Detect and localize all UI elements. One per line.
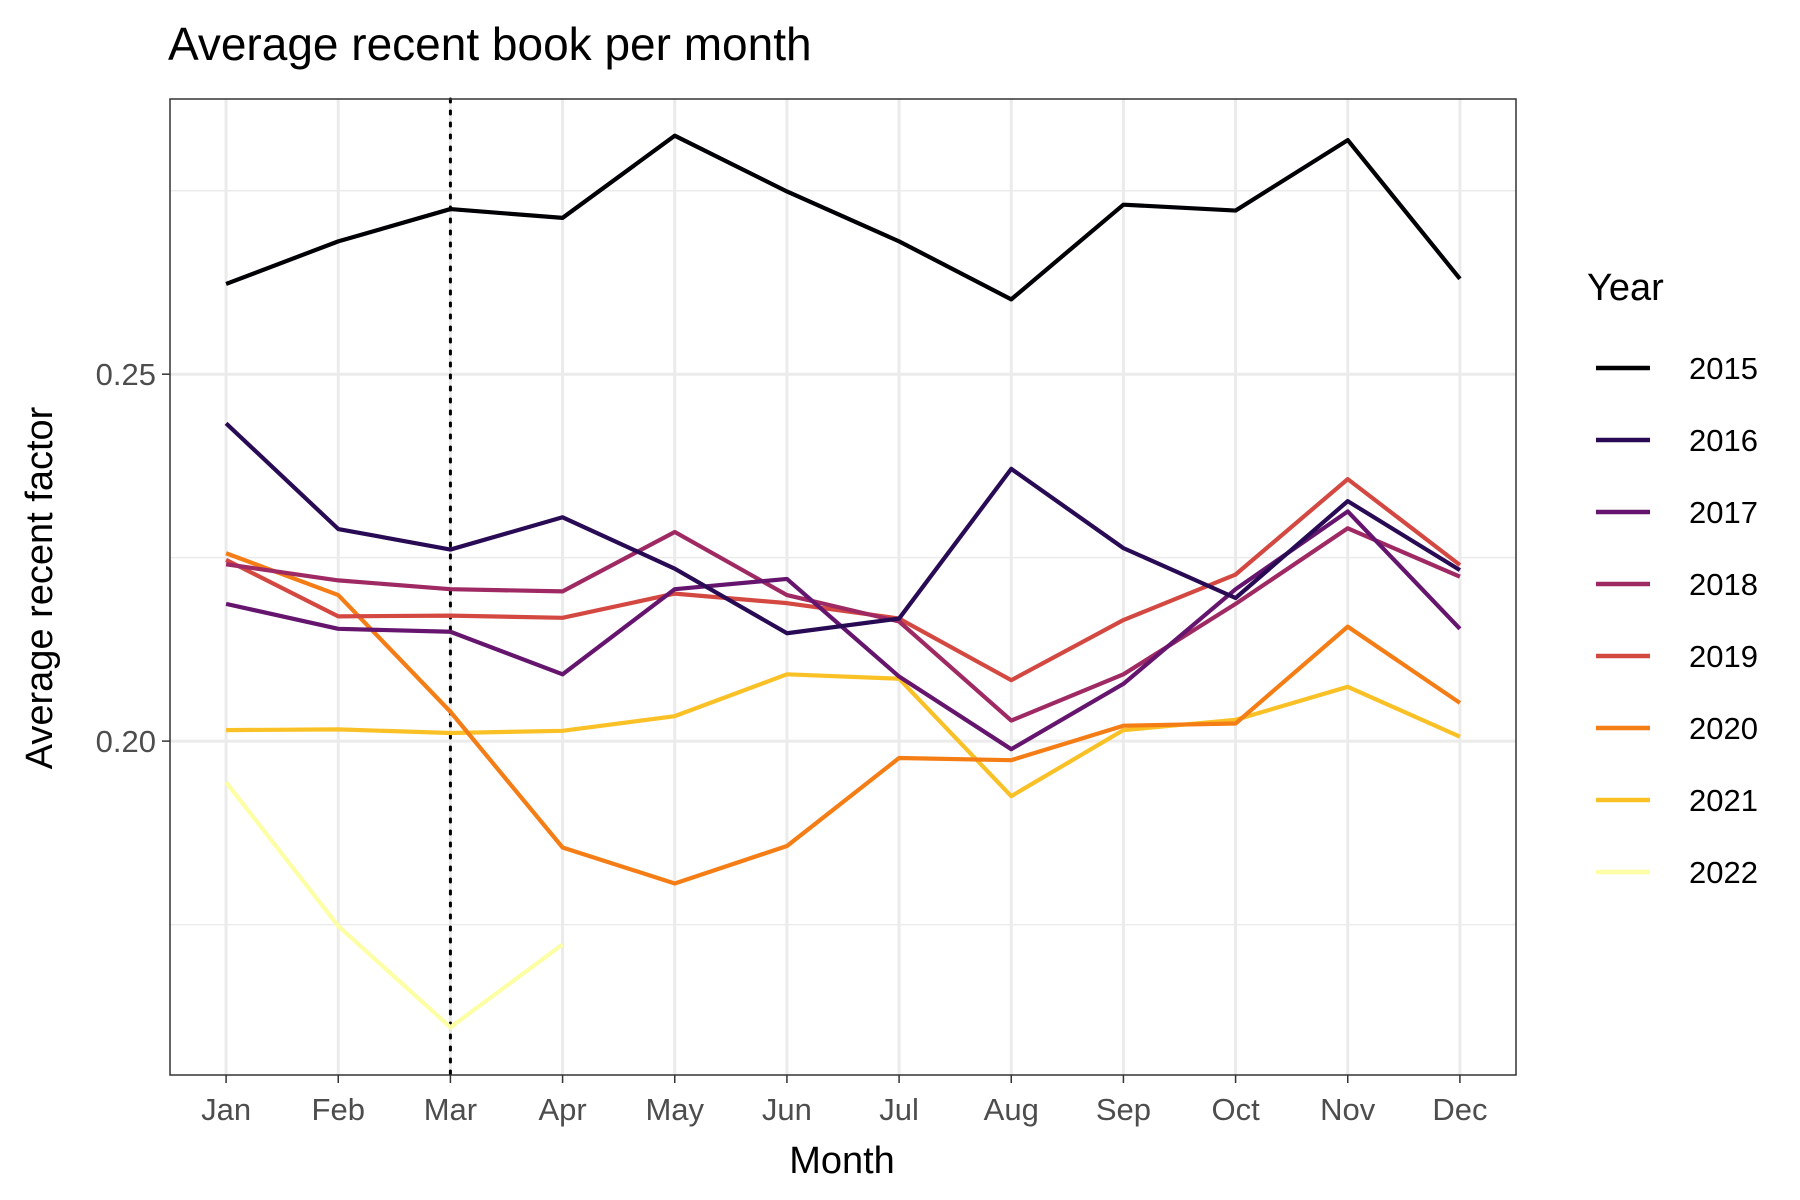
x-tick-label: Oct — [1211, 1092, 1260, 1127]
plot-panel-border — [169, 98, 1517, 1076]
legend-label-2021: 2021 — [1689, 783, 1758, 818]
x-tick-label: Aug — [984, 1092, 1039, 1127]
chart-title: Average recent book per month — [168, 18, 812, 70]
x-axis-title: Month — [789, 1140, 895, 1182]
series-line-2017 — [225, 509, 1462, 752]
series-line-2022 — [224, 780, 564, 1030]
minor-grid — [170, 189, 1516, 926]
series-line-2020 — [225, 551, 1462, 886]
y-tick-label: 0.25 — [96, 357, 156, 392]
x-tick-label: Nov — [1320, 1092, 1376, 1127]
y-axis: 0.20 0.25 — [96, 357, 170, 759]
x-tick-label: Jun — [762, 1092, 812, 1127]
legend: Year 2015 2016 2017 2018 2019 2020 2021 2022 — [1587, 267, 1758, 890]
x-tick-label: Feb — [312, 1092, 365, 1127]
x-tick-label: Jul — [879, 1092, 919, 1127]
series-line-2015 — [225, 133, 1462, 302]
x-tick-label: Jan — [201, 1092, 251, 1127]
series-line-2018 — [225, 526, 1461, 723]
series-line-2021 — [226, 672, 1461, 799]
series-line-2016 — [224, 421, 1462, 636]
x-tick-label: Dec — [1432, 1092, 1487, 1127]
legend-label-2022: 2022 — [1689, 855, 1758, 890]
legend-label-2020: 2020 — [1689, 711, 1758, 746]
legend-label-2017: 2017 — [1689, 495, 1758, 530]
x-tick-label: Mar — [424, 1092, 477, 1127]
x-tick-label: May — [645, 1092, 704, 1127]
x-tick-label: Apr — [538, 1092, 586, 1127]
x-axis: Jan Feb Mar Apr May Jun Jul Aug Sep Oct Nov Dec — [201, 1075, 1487, 1127]
series-line-2019 — [225, 477, 1462, 683]
major-grid — [170, 99, 1516, 1075]
legend-label-2015: 2015 — [1689, 351, 1758, 386]
legend-label-2019: 2019 — [1689, 639, 1758, 674]
y-tick-label: 0.20 — [96, 724, 156, 759]
x-tick-label: Sep — [1096, 1092, 1151, 1127]
series-lines — [224, 133, 1462, 1030]
legend-title: Year — [1587, 267, 1664, 309]
legend-label-2018: 2018 — [1689, 567, 1758, 602]
legend-label-2016: 2016 — [1689, 423, 1758, 458]
y-axis-title: Average recent factor — [19, 406, 61, 769]
